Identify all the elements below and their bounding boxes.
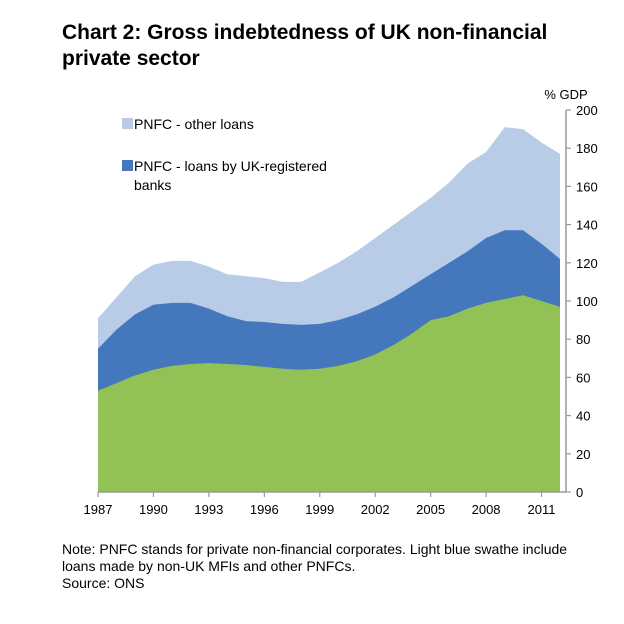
x-tick-label: 1987 (84, 502, 113, 517)
legend-label: PNFC - loans by UK-registered banks (134, 158, 327, 193)
legend-swatch (122, 118, 133, 129)
x-ticks: 1987 1990 1993 1996 1999 2002 2005 2008 2011 (84, 492, 556, 517)
x-tick-label: 2011 (528, 502, 556, 517)
y-tick-label: 200 (576, 103, 598, 118)
x-tick-label: 2005 (416, 502, 445, 517)
legend-label: PNFC - other loans (134, 116, 254, 132)
y-tick-label: 120 (576, 256, 598, 271)
y-tick-label: 0 (576, 485, 583, 500)
legend-swatch (122, 160, 133, 171)
y-tick-label: 160 (576, 179, 598, 194)
y-axis-label: % GDP (544, 87, 587, 102)
chart: 0 20 40 60 80 100 120 140 160 180 200 1987 1990 1993… (84, 87, 598, 517)
y-tick-label: 100 (576, 294, 598, 309)
x-tick-label: 1996 (250, 502, 279, 517)
y-tick-label: 140 (576, 218, 598, 233)
x-tick-label: 1993 (194, 502, 223, 517)
y-ticks: 0 20 40 60 80 100 120 140 160 180 200 (566, 103, 598, 500)
y-tick-label: 80 (576, 332, 590, 347)
source-text: Source: ONS (62, 575, 145, 591)
y-tick-label: 60 (576, 370, 590, 385)
x-tick-label: 2008 (472, 502, 501, 517)
x-tick-label: 1990 (139, 502, 168, 517)
chart-note: Note: PNFC stands for private non-financ… (62, 541, 582, 592)
x-tick-label: 2002 (361, 502, 390, 517)
area-series-0 (98, 295, 560, 492)
chart-title: Chart 2: Gross indebtedness of UK non-fi… (62, 21, 548, 70)
y-tick-label: 40 (576, 409, 590, 424)
legend: PNFC - other loans PNFC - loans by UK-reg… (122, 116, 327, 193)
plot-areas (98, 127, 560, 493)
y-tick-label: 180 (576, 141, 598, 156)
y-tick-label: 20 (576, 447, 590, 462)
x-tick-label: 1999 (305, 502, 334, 517)
note-text: Note: PNFC stands for private non-financ… (62, 541, 568, 574)
